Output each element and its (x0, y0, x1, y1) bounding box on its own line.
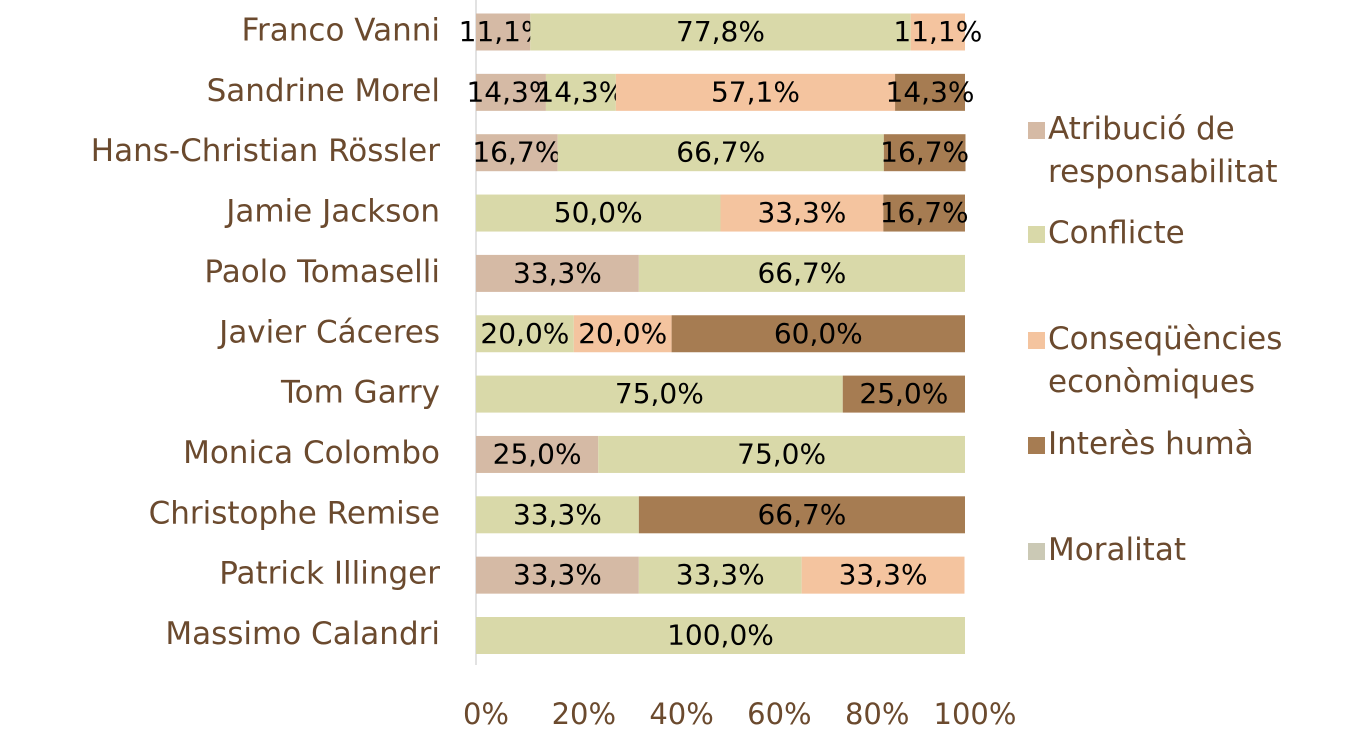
bar-segment (476, 556, 639, 594)
bar-segment (883, 194, 965, 232)
x-tick-label: 100% (934, 697, 1017, 729)
bar-segment (476, 435, 599, 473)
bar-segment (476, 13, 531, 51)
bar-segment (476, 375, 843, 413)
bar-segment (598, 435, 965, 473)
legend-item: Moralitat (1028, 529, 1328, 572)
bar-segment (545, 73, 616, 111)
value-label: 16,7% (472, 136, 561, 169)
bar-segment (476, 194, 721, 232)
value-label: 75,0% (615, 377, 704, 410)
category-label: Tom Garry (280, 375, 440, 411)
value-label: 60,0% (774, 317, 863, 350)
value-label: 20,0% (578, 317, 667, 350)
bar-segment (476, 496, 639, 534)
legend-label: Interès humà (1048, 426, 1254, 462)
legend-item: Conflicte (1028, 212, 1328, 255)
bar-segment (801, 556, 965, 594)
category-label: Franco Vanni (241, 13, 440, 49)
x-tick-label: 20% (552, 697, 616, 729)
value-label: 33,3% (513, 558, 602, 591)
value-label: 25,0% (859, 377, 948, 410)
category-label: Paolo Tomaselli (204, 254, 440, 290)
legend-label: Atribució de responsabilitat (1048, 111, 1278, 190)
value-label: 100,0% (667, 619, 774, 652)
value-label: 33,3% (513, 256, 602, 289)
legend-swatch (1028, 226, 1045, 243)
value-label: 66,7% (757, 498, 846, 531)
legend-item: Atribució de responsabilitat (1028, 108, 1328, 194)
category-label: Hans-Christian Rössler (91, 133, 440, 169)
legend-item: Interès humà (1028, 423, 1328, 466)
bar-segment (476, 254, 639, 292)
value-label: 11,1% (893, 15, 982, 48)
value-label: 33,3% (676, 558, 765, 591)
value-label: 20,0% (480, 317, 569, 350)
category-label: Monica Colombo (183, 435, 440, 471)
bar-segment (573, 315, 672, 353)
x-tick-label: 80% (845, 697, 909, 729)
value-label: 14,3% (886, 75, 975, 108)
legend-swatch (1028, 332, 1045, 349)
bar-segment (476, 73, 546, 111)
legend-swatch (1028, 543, 1045, 560)
value-label: 14,3% (536, 75, 625, 108)
value-label: 16,7% (880, 196, 969, 229)
x-tick-label: 0% (463, 697, 509, 729)
legend-label: Conseqüències econòmiques (1048, 321, 1283, 400)
legend-label: Moralitat (1048, 532, 1186, 568)
category-label: Sandrine Morel (207, 73, 440, 109)
bar-segment (476, 315, 574, 353)
category-label: Jamie Jackson (224, 194, 440, 230)
bar-segment (638, 556, 802, 594)
value-label: 16,7% (880, 136, 969, 169)
value-label: 33,3% (757, 196, 846, 229)
x-tick-label: 60% (747, 697, 811, 729)
category-label: Javier Cáceres (217, 314, 440, 350)
value-label: 66,7% (757, 256, 846, 289)
bar-segment (671, 315, 965, 353)
bar-segment (638, 496, 965, 534)
value-label: 50,0% (554, 196, 643, 229)
value-label: 77,8% (676, 15, 765, 48)
legend-swatch (1028, 122, 1045, 139)
legend-swatch (1028, 437, 1045, 454)
bar-segment (842, 375, 965, 413)
bar-segment (615, 73, 896, 111)
bar-segment (883, 134, 966, 172)
bar-segment (910, 13, 965, 51)
bar-segment (557, 134, 884, 172)
value-label: 14,3% (466, 75, 555, 108)
value-label: 57,1% (711, 75, 800, 108)
bar-segment (530, 13, 911, 51)
bar-segment (476, 617, 965, 654)
bar-segment (476, 134, 558, 172)
legend-item: Conseqüències econòmiques (1028, 318, 1328, 404)
value-label: 33,3% (513, 498, 602, 531)
legend-label: Conflicte (1048, 215, 1185, 251)
category-label: Massimo Calandri (165, 616, 440, 652)
value-label: 25,0% (493, 437, 582, 470)
value-label: 33,3% (839, 558, 928, 591)
value-label: 75,0% (737, 437, 826, 470)
bar-segment (638, 254, 965, 292)
category-label: Patrick Illinger (219, 556, 440, 592)
value-label: 66,7% (676, 136, 765, 169)
category-label: Christophe Remise (149, 495, 440, 531)
bar-segment (720, 194, 884, 232)
x-tick-label: 40% (649, 697, 713, 729)
bar-segment (895, 73, 965, 111)
